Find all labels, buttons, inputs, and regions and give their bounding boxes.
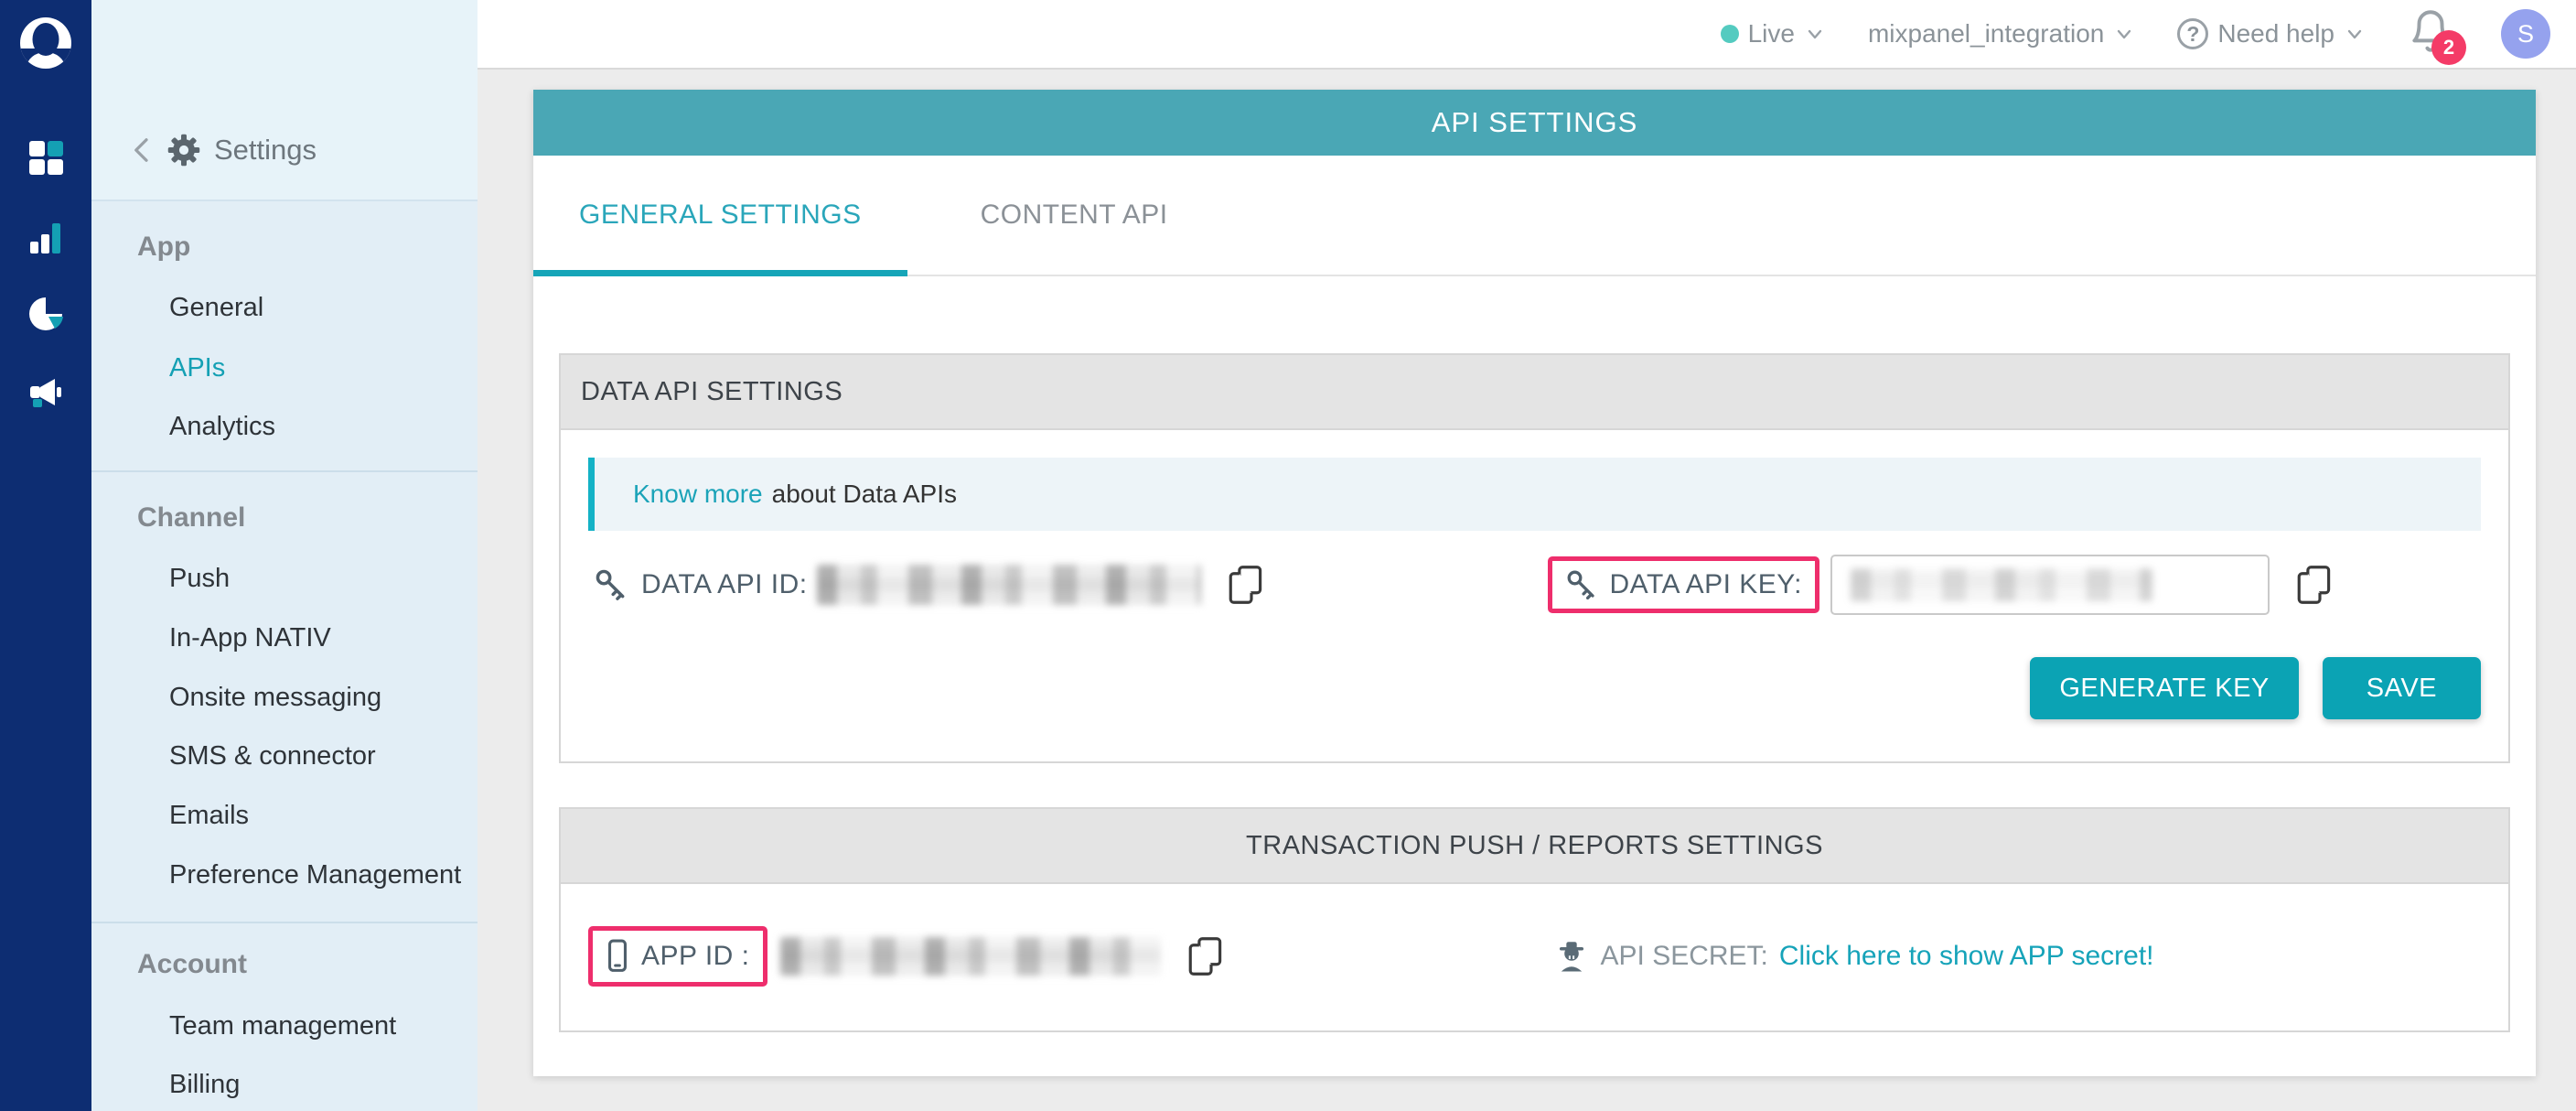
api-secret-group: API SECRET: Click here to show APP secre… — [1535, 938, 2482, 975]
key-icon — [1567, 570, 1594, 600]
sidebar-section-account: Account — [137, 949, 247, 979]
sidebar-divider — [91, 470, 478, 472]
redacted-data-api-key-value — [1850, 568, 2152, 601]
sidebar-title: Settings — [214, 134, 317, 166]
sidebar-item-analytics[interactable]: Analytics — [169, 412, 276, 441]
app-id-annotation: APP ID : — [588, 926, 767, 987]
sidebar-item-onsite-messaging[interactable]: Onsite messaging — [169, 683, 382, 712]
brand-logo-icon[interactable] — [18, 16, 73, 70]
key-icon — [596, 569, 625, 600]
pie-chart-icon[interactable] — [25, 293, 67, 335]
sidebar-section-app: App — [137, 232, 191, 262]
transaction-settings-header: TRANSACTION PUSH / REPORTS SETTINGS — [561, 809, 2508, 884]
notification-badge: 2 — [2431, 30, 2466, 65]
back-chevron-icon[interactable] — [130, 136, 154, 164]
data-api-row: DATA API ID: D — [588, 555, 2481, 615]
save-button[interactable]: SAVE — [2322, 657, 2481, 719]
top-bar: Live mixpanel_integration ? Need help 2 … — [478, 0, 2576, 70]
project-selector[interactable]: mixpanel_integration — [1868, 19, 2135, 49]
sidebar-divider — [91, 922, 478, 923]
data-api-id-label: DATA API ID: — [641, 569, 808, 599]
sidebar-item-emails[interactable]: Emails — [169, 801, 250, 830]
copy-data-api-id-button[interactable] — [1226, 564, 1264, 606]
transaction-row: APP ID : — [588, 926, 2481, 987]
sidebar-item-team-management[interactable]: Team management — [169, 1011, 397, 1041]
dashboard-grid-icon[interactable] — [26, 137, 66, 178]
environment-label: Live — [1747, 19, 1795, 48]
show-app-secret-link[interactable]: Click here to show APP secret! — [1778, 941, 2154, 971]
tab-content-api[interactable]: CONTENT API — [980, 200, 1168, 230]
question-circle-icon: ? — [2177, 18, 2209, 49]
data-api-settings-body: Know more about Data APIs DATA API ID: — [561, 430, 2508, 761]
api-secret-label: API SECRET: — [1600, 941, 1768, 971]
user-avatar[interactable]: S — [2501, 9, 2550, 59]
settings-sidebar: Settings App General APIs Analytics Chan… — [91, 0, 478, 1111]
sidebar-item-preference-management[interactable]: Preference Management — [169, 860, 462, 890]
tab-general-settings[interactable]: GENERAL SETTINGS — [533, 156, 907, 276]
data-api-key-group: DATA API KEY: — [1535, 555, 2482, 615]
chevron-down-icon — [1808, 29, 1822, 39]
know-more-banner: Know more about Data APIs — [588, 458, 2481, 531]
sidebar-item-billing[interactable]: Billing — [169, 1070, 241, 1099]
sidebar-item-general[interactable]: General — [169, 293, 264, 322]
transaction-settings-section: TRANSACTION PUSH / REPORTS SETTINGS APP … — [559, 807, 2510, 1032]
copy-data-api-key-button[interactable] — [2294, 564, 2333, 606]
bar-chart-icon[interactable] — [26, 218, 66, 258]
sidebar-item-sms-connector[interactable]: SMS & connector — [169, 741, 376, 771]
know-more-text: about Data APIs — [771, 480, 957, 508]
redacted-app-id-value — [779, 937, 1161, 976]
environment-selector[interactable]: Live — [1720, 19, 1826, 49]
project-name: mixpanel_integration — [1867, 19, 2105, 48]
app-id-label: APP ID : — [641, 941, 750, 971]
data-api-id-group: DATA API ID: — [588, 564, 1535, 606]
copy-icon — [2297, 566, 2331, 604]
app-id-group: APP ID : — [588, 926, 1535, 987]
live-status-dot — [1720, 25, 1739, 43]
data-api-actions: GENERATE KEY SAVE — [588, 657, 2481, 719]
sidebar-item-push[interactable]: Push — [169, 564, 231, 593]
notifications-button[interactable]: 2 — [2408, 6, 2466, 65]
sidebar-item-apis[interactable]: APIs — [169, 353, 226, 383]
mobile-phone-icon — [608, 939, 627, 972]
generate-key-button[interactable]: GENERATE KEY — [2030, 657, 2299, 719]
sidebar-header: Settings — [91, 0, 478, 201]
redacted-data-api-id-value — [816, 565, 1201, 605]
know-more-link[interactable]: Know more — [633, 480, 763, 508]
data-api-settings-section: DATA API SETTINGS Know more about Data A… — [559, 353, 2510, 763]
data-api-key-input[interactable] — [1830, 555, 2270, 615]
api-settings-panel: API SETTINGS GENERAL SETTINGS CONTENT AP… — [533, 90, 2536, 1076]
secret-agent-icon — [1559, 942, 1583, 972]
gear-icon — [167, 134, 200, 167]
chevron-down-icon — [2347, 29, 2362, 39]
copy-icon — [1229, 566, 1261, 604]
data-api-settings-header: DATA API SETTINGS — [561, 355, 2508, 430]
chevron-down-icon — [2118, 29, 2131, 39]
copy-app-id-button[interactable] — [1186, 935, 1224, 977]
sidebar-item-inapp-nativ[interactable]: In-App NATIV — [169, 623, 331, 653]
app-rail — [0, 0, 91, 1111]
data-api-key-label: DATA API KEY: — [1609, 569, 1802, 599]
megaphone-icon[interactable] — [25, 372, 67, 414]
settings-header-row: Settings — [130, 128, 317, 172]
data-api-key-annotation: DATA API KEY: — [1547, 556, 1819, 613]
copy-icon — [1188, 937, 1221, 976]
help-menu[interactable]: ? Need help — [2177, 18, 2366, 49]
tab-bar: GENERAL SETTINGS CONTENT API — [533, 156, 2536, 276]
help-label: Need help — [2217, 19, 2334, 48]
transaction-settings-body: APP ID : — [561, 884, 2508, 1030]
sidebar-section-channel: Channel — [137, 502, 246, 533]
page-title: API SETTINGS — [533, 90, 2536, 156]
